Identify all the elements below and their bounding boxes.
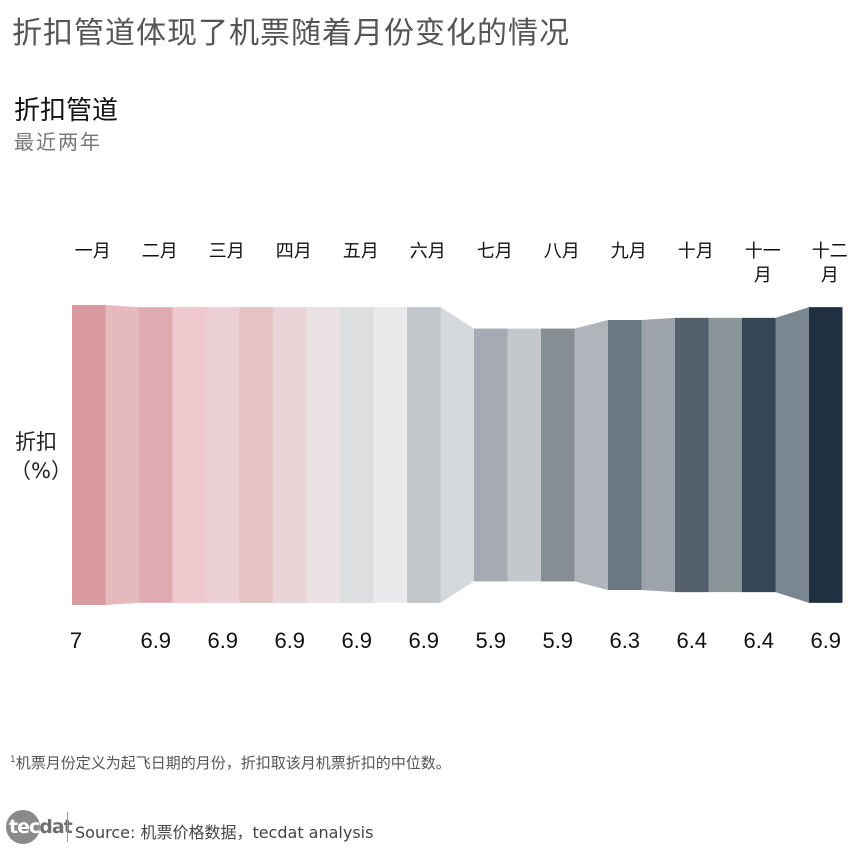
bar xyxy=(541,328,575,582)
logo-circle xyxy=(6,810,40,844)
bar xyxy=(340,307,374,603)
month-label: 十月 xyxy=(678,241,714,262)
month-label: 二月 xyxy=(142,241,178,262)
pipeline-connector xyxy=(775,307,809,603)
value-label: 6.9 xyxy=(341,628,372,653)
source-line: Source: 机票价格数据，tecdat analysis xyxy=(75,819,373,843)
tecdat-logo: tecdat xyxy=(6,810,73,844)
main-title: 折扣管道体现了机票随着月份变化的情况 xyxy=(12,16,570,51)
value-label: 6.9 xyxy=(274,628,305,653)
month-label: 八月 xyxy=(544,241,580,262)
value-label: 6.9 xyxy=(140,628,171,653)
bar xyxy=(742,317,776,593)
month-label: 六月 xyxy=(410,241,446,262)
bar xyxy=(809,307,843,603)
month-label: 四月 xyxy=(276,241,312,262)
value-label: 6.9 xyxy=(207,628,238,653)
pipeline-connector xyxy=(440,307,474,603)
value-label: 6.9 xyxy=(408,628,439,653)
footnote-text: 机票月份定义为起飞日期的月份，折扣取该月机票折扣的中位数。 xyxy=(15,754,451,772)
y-axis-label: 折扣 （%） xyxy=(10,428,72,486)
chart-title: 折扣管道 xyxy=(14,96,119,126)
bar xyxy=(139,307,173,603)
bar xyxy=(72,305,106,605)
logo-text: tecdat xyxy=(9,816,73,838)
value-label: 6.4 xyxy=(676,628,707,653)
source-divider xyxy=(67,812,68,842)
value-label: 6.4 xyxy=(743,628,774,653)
source-text: 机票价格数据，tecdat analysis xyxy=(140,823,374,842)
pipeline-connector xyxy=(172,307,206,603)
bar xyxy=(608,320,642,590)
y-axis-label-line: （%） xyxy=(10,459,72,483)
month-label: 十二月 xyxy=(812,241,848,286)
month-label: 五月 xyxy=(343,241,379,262)
pipeline-connector xyxy=(641,317,675,593)
bar xyxy=(407,307,441,603)
month-label: 三月 xyxy=(209,241,245,262)
value-label: 6.9 xyxy=(810,628,841,653)
pipeline-connector xyxy=(105,305,139,605)
month-label: 九月 xyxy=(611,241,647,262)
month-label: 七月 xyxy=(477,241,513,262)
value-label: 6.3 xyxy=(609,628,640,653)
bar xyxy=(675,317,709,593)
month-label: 一月 xyxy=(75,241,111,262)
bar xyxy=(273,307,307,603)
pipeline-connector xyxy=(373,307,407,603)
value-label: 5.9 xyxy=(542,628,573,653)
pipeline-connector xyxy=(708,317,742,593)
chart-subtitle: 最近两年 xyxy=(14,130,102,154)
y-axis-label-line: 折扣 xyxy=(15,430,57,454)
value-label: 5.9 xyxy=(475,628,506,653)
pipeline-connector xyxy=(574,320,608,590)
value-label: 7 xyxy=(70,628,82,653)
footnote: 1机票月份定义为起飞日期的月份，折扣取该月机票折扣的中位数。 xyxy=(10,752,451,773)
pipeline-connector xyxy=(507,328,541,582)
footnote-marker: 1 xyxy=(10,755,16,765)
pipeline-connector xyxy=(306,307,340,603)
bar xyxy=(474,328,508,582)
source-label: Source: xyxy=(75,823,136,842)
month-label: 十一月 xyxy=(745,241,781,286)
pipeline-connector xyxy=(239,307,273,603)
bar xyxy=(206,307,240,603)
